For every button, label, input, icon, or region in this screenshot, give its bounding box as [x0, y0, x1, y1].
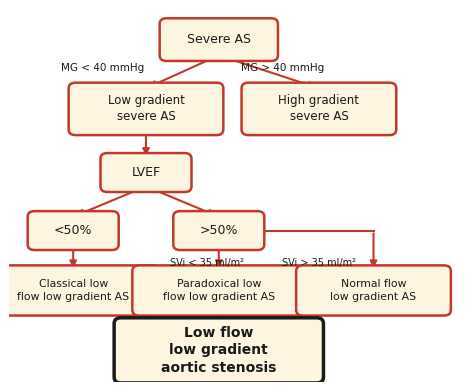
Text: High gradient
severe AS: High gradient severe AS	[278, 94, 359, 123]
Text: SVi > 35 ml/m²: SVi > 35 ml/m²	[282, 258, 356, 268]
FancyBboxPatch shape	[69, 83, 223, 135]
FancyBboxPatch shape	[0, 265, 160, 316]
Text: Low flow
low gradient
aortic stenosis: Low flow low gradient aortic stenosis	[161, 326, 276, 375]
Text: Normal flow
low gradient AS: Normal flow low gradient AS	[330, 279, 417, 302]
FancyBboxPatch shape	[114, 318, 323, 383]
FancyBboxPatch shape	[27, 211, 118, 250]
Text: >50%: >50%	[200, 224, 238, 237]
FancyBboxPatch shape	[160, 18, 278, 61]
Text: <50%: <50%	[54, 224, 92, 237]
Text: Paradoxical low
flow low gradient AS: Paradoxical low flow low gradient AS	[163, 279, 275, 302]
FancyBboxPatch shape	[173, 211, 264, 250]
FancyBboxPatch shape	[296, 265, 451, 316]
Text: LVEF: LVEF	[131, 166, 161, 179]
Text: MG < 40 mmHg: MG < 40 mmHg	[61, 64, 145, 73]
FancyBboxPatch shape	[100, 153, 191, 192]
Text: Low gradient
severe AS: Low gradient severe AS	[108, 94, 184, 123]
Text: Classical low
flow low gradient AS: Classical low flow low gradient AS	[17, 279, 129, 302]
Text: SVi < 35 ml/m²: SVi < 35 ml/m²	[171, 258, 245, 268]
FancyBboxPatch shape	[242, 83, 396, 135]
FancyBboxPatch shape	[132, 265, 305, 316]
Text: MG > 40 mmHg: MG > 40 mmHg	[241, 64, 324, 73]
Text: Severe AS: Severe AS	[187, 33, 251, 46]
